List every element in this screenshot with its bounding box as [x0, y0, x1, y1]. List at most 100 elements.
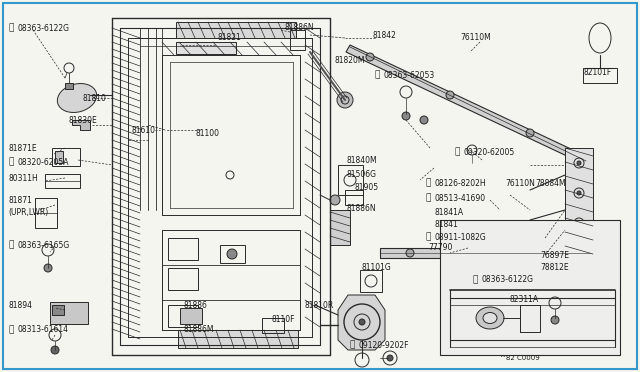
Text: 78884M: 78884M — [535, 179, 566, 187]
Bar — [520, 305, 540, 332]
Bar — [338, 165, 363, 195]
Bar — [565, 148, 593, 265]
Bar — [178, 330, 298, 348]
Text: 76110M: 76110M — [460, 32, 491, 42]
Text: 78812E: 78812E — [540, 263, 568, 273]
Text: 81886M: 81886M — [183, 326, 214, 334]
Text: Ⓝ: Ⓝ — [426, 232, 431, 241]
Text: Ⓑ: Ⓑ — [350, 340, 355, 350]
Text: 81871: 81871 — [8, 196, 32, 205]
Text: 08363-6165G: 08363-6165G — [17, 241, 69, 250]
Text: 81905: 81905 — [355, 183, 379, 192]
Bar — [220, 245, 245, 263]
Circle shape — [551, 316, 559, 324]
Text: 81886N: 81886N — [347, 203, 376, 212]
Circle shape — [366, 53, 374, 61]
Text: 80311H: 80311H — [8, 173, 38, 183]
Ellipse shape — [58, 84, 97, 112]
Circle shape — [359, 319, 365, 325]
Circle shape — [446, 91, 454, 99]
Bar — [345, 190, 363, 205]
Text: 08911-1082G: 08911-1082G — [435, 232, 487, 241]
Text: Ⓢ: Ⓢ — [473, 276, 478, 285]
Text: Ⓢ: Ⓢ — [8, 157, 13, 167]
Circle shape — [44, 264, 52, 272]
Bar — [440, 220, 620, 355]
Polygon shape — [346, 45, 590, 165]
Circle shape — [402, 112, 410, 120]
Bar — [290, 30, 305, 50]
Circle shape — [577, 161, 581, 165]
Text: 81886N: 81886N — [285, 22, 315, 32]
Text: 08363-62053: 08363-62053 — [384, 71, 435, 80]
Circle shape — [406, 249, 414, 257]
Text: 81610: 81610 — [131, 125, 155, 135]
Text: 81894: 81894 — [8, 301, 32, 310]
Circle shape — [337, 92, 353, 108]
Bar — [55, 151, 63, 163]
Text: 76110N: 76110N — [505, 179, 535, 187]
Circle shape — [51, 346, 59, 354]
Bar — [330, 210, 350, 245]
Bar — [168, 305, 198, 327]
Text: Ⓐ: Ⓐ — [426, 179, 431, 187]
Bar — [50, 302, 88, 324]
Polygon shape — [338, 295, 385, 350]
Bar — [45, 174, 80, 188]
Text: Ⓢ: Ⓢ — [8, 241, 13, 250]
Bar — [176, 42, 236, 54]
Text: 08313-61614: 08313-61614 — [17, 326, 68, 334]
Text: 08126-8202H: 08126-8202H — [435, 179, 486, 187]
Text: 81821: 81821 — [218, 32, 242, 42]
Circle shape — [330, 195, 340, 205]
Bar — [262, 318, 284, 333]
Text: 82311A: 82311A — [510, 295, 539, 305]
Text: 81871E: 81871E — [8, 144, 36, 153]
Text: 81840M: 81840M — [347, 155, 378, 164]
Ellipse shape — [476, 307, 504, 329]
Text: 08363-6122G: 08363-6122G — [17, 23, 69, 32]
Text: 81100: 81100 — [195, 128, 219, 138]
Circle shape — [566, 249, 574, 257]
Bar — [168, 238, 198, 260]
Polygon shape — [72, 120, 90, 130]
Text: 81841A: 81841A — [435, 208, 464, 217]
Text: 81506G: 81506G — [347, 170, 377, 179]
Text: 76897E: 76897E — [540, 250, 569, 260]
Text: Ⓢ: Ⓢ — [455, 148, 460, 157]
Text: Ⓢ: Ⓢ — [426, 193, 431, 202]
Text: 81810: 81810 — [82, 93, 106, 103]
Text: 81830E: 81830E — [68, 115, 97, 125]
Text: 81842: 81842 — [373, 31, 397, 39]
Circle shape — [227, 249, 237, 259]
Text: 09120-9202F: 09120-9202F — [359, 340, 410, 350]
Circle shape — [486, 249, 494, 257]
Bar — [180, 308, 202, 324]
Bar — [52, 305, 64, 315]
Circle shape — [387, 355, 393, 361]
Circle shape — [526, 129, 534, 137]
Bar — [35, 198, 57, 228]
Text: 08513-41690: 08513-41690 — [435, 193, 486, 202]
Bar — [52, 148, 80, 166]
Text: 09320-62005: 09320-62005 — [464, 148, 515, 157]
Text: 81101G: 81101G — [362, 263, 392, 273]
Text: 81820M: 81820M — [335, 55, 365, 64]
Bar — [583, 68, 617, 83]
Text: Ⓢ: Ⓢ — [8, 326, 13, 334]
Circle shape — [420, 116, 428, 124]
Text: 81841: 81841 — [435, 219, 459, 228]
Text: 82101F: 82101F — [584, 67, 612, 77]
Circle shape — [577, 221, 581, 225]
Bar — [360, 270, 382, 292]
Text: 8110F: 8110F — [272, 315, 296, 324]
Text: 77790: 77790 — [428, 244, 452, 253]
Text: ^82 C0009: ^82 C0009 — [500, 355, 540, 361]
Text: 81810R: 81810R — [305, 301, 334, 310]
Text: 08320-6205A: 08320-6205A — [17, 157, 68, 167]
Circle shape — [577, 251, 581, 255]
Bar — [176, 22, 296, 38]
Text: 81886: 81886 — [183, 301, 207, 310]
Text: 08363-6122G: 08363-6122G — [482, 276, 534, 285]
Bar — [65, 83, 73, 89]
